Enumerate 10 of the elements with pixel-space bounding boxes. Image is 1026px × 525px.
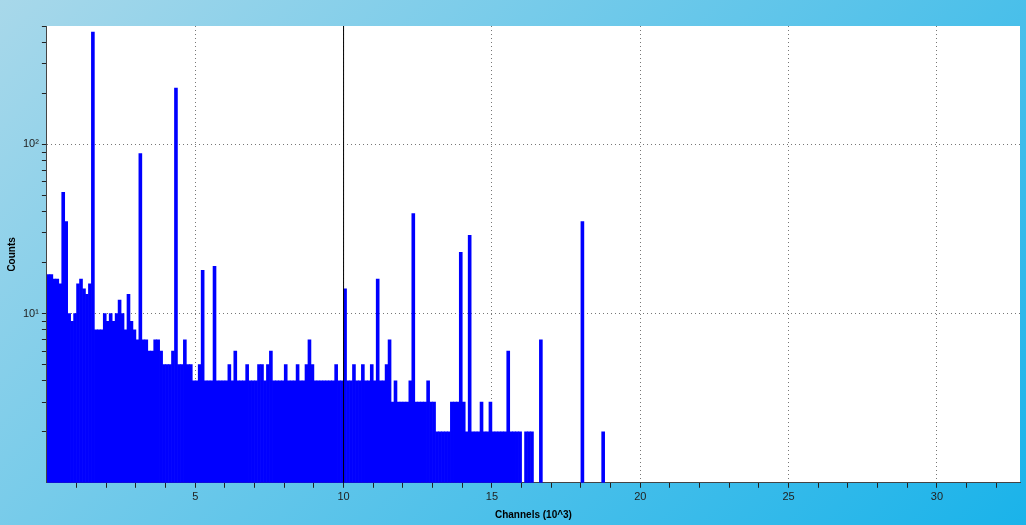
x-tick-label: 10 bbox=[337, 490, 350, 503]
y-axis-title: Counts bbox=[5, 236, 17, 272]
x-tick-label: 25 bbox=[782, 490, 795, 503]
x-tick-label: 30 bbox=[930, 490, 944, 503]
x-tick-label: 5 bbox=[192, 490, 199, 503]
x-tick-label: 15 bbox=[485, 490, 499, 503]
x-axis-title: Channels (10^3) bbox=[494, 508, 572, 520]
x-tick-label: 20 bbox=[634, 490, 647, 503]
y-tick-label: 10¹ bbox=[22, 306, 40, 319]
y-tick-label: 10² bbox=[22, 137, 40, 150]
